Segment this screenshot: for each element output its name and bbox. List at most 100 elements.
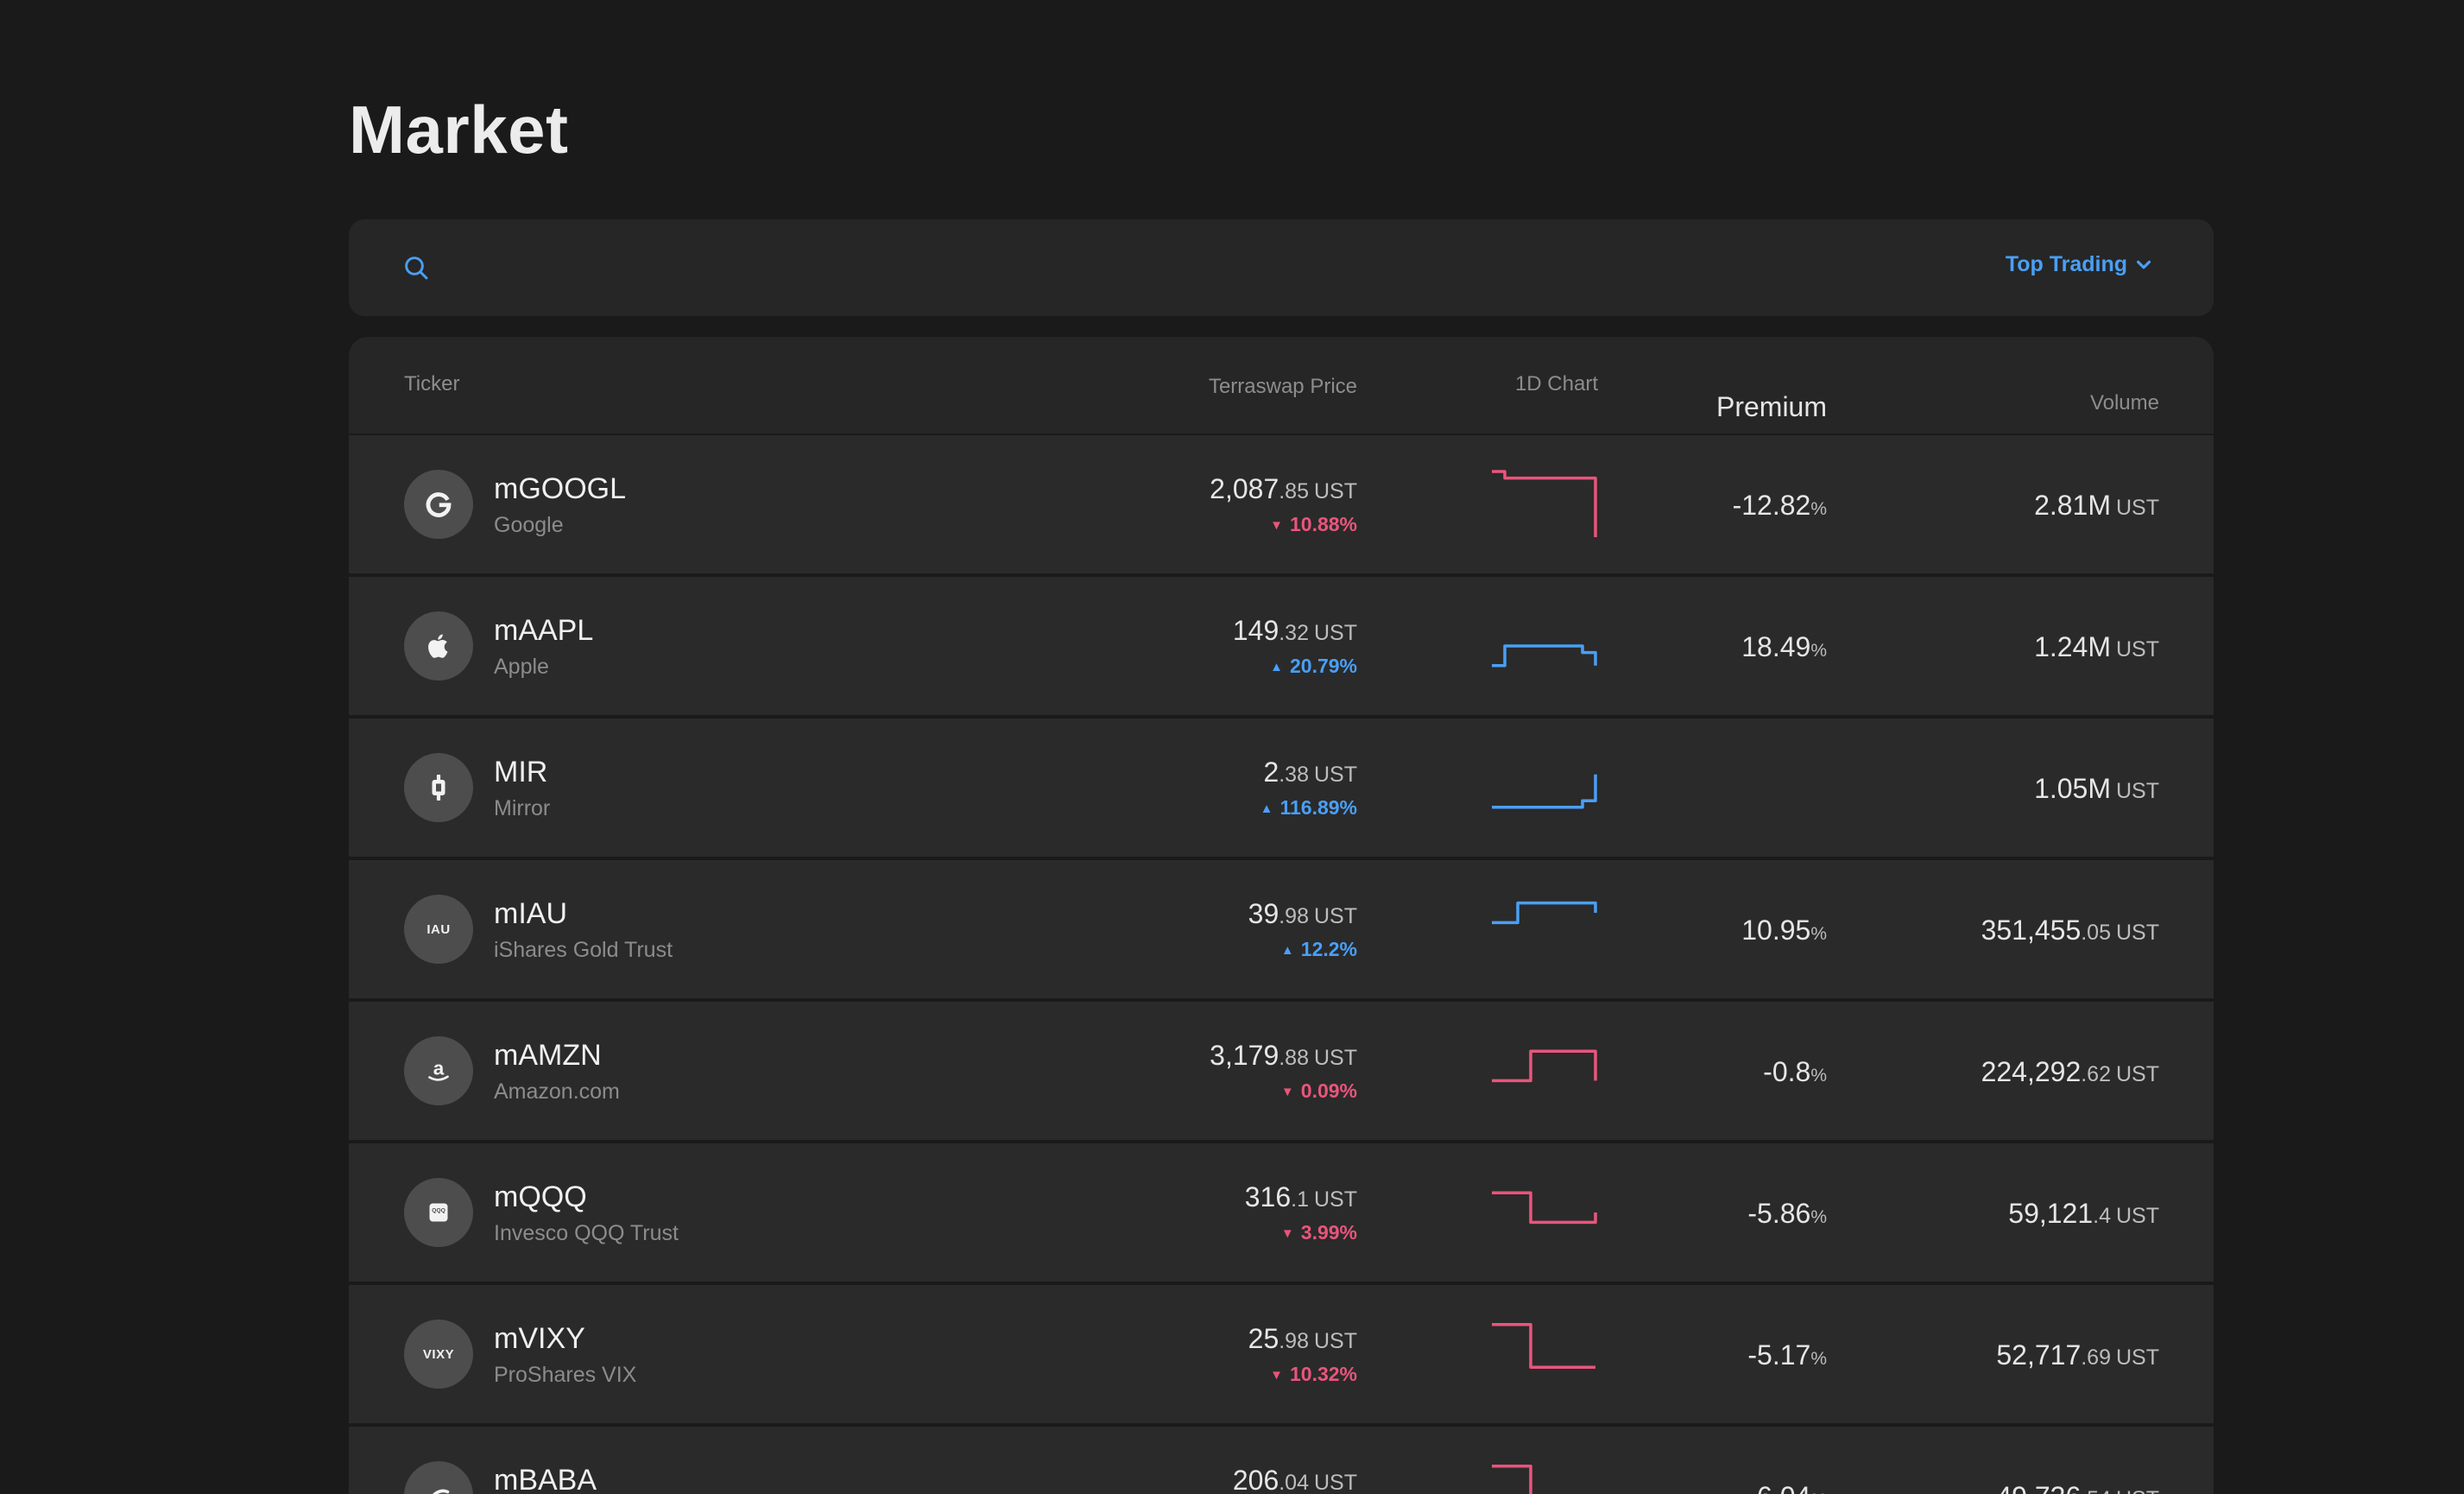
- triangle-up-icon: ▲: [1260, 801, 1273, 816]
- ticker-symbol: mIAU: [494, 897, 567, 930]
- price-decimal: .1: [1291, 1187, 1309, 1212]
- price: 3,179.88 UST: [1210, 1040, 1357, 1072]
- table-row[interactable]: MIR Mirror 2.38 UST ▲ 116.89% 1.05M UST: [349, 719, 2214, 857]
- volume-unit: UST: [2116, 921, 2159, 945]
- sparkline-path: [1492, 1323, 1595, 1369]
- ticker-symbol: mGOOGL: [494, 472, 627, 505]
- premium: -0.8%: [1763, 1056, 1827, 1088]
- market-table: Ticker Terraswap Price 1D Chart Premium …: [349, 337, 2214, 1494]
- premium-value: -0.8: [1763, 1056, 1811, 1087]
- price-change: ▼ 10.88%: [1270, 513, 1357, 536]
- ticker-symbol: mAAPL: [494, 614, 594, 647]
- price-integer: 2: [1263, 756, 1279, 788]
- price-change: ▼ 3.99%: [1281, 1221, 1357, 1244]
- company-name: Google: [494, 513, 564, 537]
- table-row[interactable]: QQQ mQQQ Invesco QQQ Trust 316.1 UST ▼ 3.99% -5…: [349, 1143, 2214, 1282]
- sparkline-path: [1492, 1191, 1597, 1225]
- premium-value: -5.17: [1747, 1339, 1811, 1371]
- ticker-symbol: MIR: [494, 756, 548, 788]
- premium-unit: %: [1810, 499, 1827, 519]
- price: 2.38 UST: [1263, 756, 1357, 788]
- search-input[interactable]: [451, 245, 1835, 292]
- sparkline-path: [1492, 644, 1597, 668]
- price-integer: 39: [1248, 898, 1279, 929]
- company-name: Apple: [494, 655, 549, 679]
- volume-decimal: .4: [2093, 1204, 2111, 1228]
- volume-unit: UST: [2116, 1204, 2159, 1228]
- volume: 1.24M UST: [2034, 631, 2159, 663]
- premium-unit: %: [1810, 1066, 1827, 1086]
- amazon-icon: a: [404, 1036, 473, 1105]
- sparkline-path: [1492, 901, 1597, 925]
- premium-value: -12.82: [1732, 490, 1811, 521]
- premium-value: 18.49: [1741, 631, 1811, 662]
- price-change: ▲ 116.89%: [1260, 796, 1357, 820]
- price-change: ▲ 20.79%: [1270, 655, 1357, 678]
- table-header: Ticker Terraswap Price 1D Chart Premium …: [349, 337, 2214, 434]
- page-title: Market: [349, 92, 569, 168]
- company-name: Invesco QQQ Trust: [494, 1221, 679, 1245]
- column-header-chart: 1D Chart: [1514, 372, 1598, 396]
- company-name: iShares Gold Trust: [494, 938, 673, 962]
- volume: 52,717.69 UST: [1996, 1339, 2159, 1371]
- sort-dropdown-label: Top Trading: [2005, 252, 2127, 276]
- sparkline-chart: [1492, 470, 1597, 537]
- volume: 1.05M UST: [2034, 773, 2159, 805]
- table-row[interactable]: IAU mIAU iShares Gold Trust 39.98 UST ▲ 12.2% 1…: [349, 860, 2214, 998]
- volume-integer: 1.05M: [2034, 773, 2111, 804]
- volume-unit: UST: [2116, 637, 2159, 662]
- google-icon: [404, 470, 473, 539]
- price-integer: 149: [1232, 615, 1279, 646]
- premium-unit: %: [1810, 1491, 1827, 1494]
- price-integer: 2,087: [1210, 473, 1279, 504]
- volume: 224,292.62 UST: [1981, 1056, 2159, 1088]
- price-decimal: .32: [1279, 621, 1309, 645]
- price-change-value: 116.89%: [1279, 796, 1357, 819]
- volume: 49,736.54 UST: [1996, 1481, 2159, 1494]
- volume-decimal: .62: [2081, 1062, 2111, 1086]
- ticker-symbol: mBABA: [494, 1464, 597, 1494]
- premium: -5.17%: [1747, 1339, 1827, 1371]
- sparkline-chart: [1492, 1323, 1595, 1369]
- price-change: ▲ 12.2%: [1281, 938, 1357, 961]
- price: 316.1 UST: [1245, 1181, 1357, 1213]
- premium-unit: %: [1810, 1207, 1827, 1227]
- volume-unit: UST: [2116, 1345, 2159, 1370]
- volume-decimal: .05: [2081, 921, 2111, 945]
- price-decimal: .88: [1279, 1046, 1309, 1070]
- table-row[interactable]: mGOOGL Google 2,087.85 UST ▼ 10.88% -12.82% 2.8…: [349, 435, 2214, 573]
- chevron-down-icon: [2136, 260, 2151, 269]
- volume-decimal: .54: [2081, 1487, 2111, 1494]
- search-icon[interactable]: [402, 254, 430, 282]
- price-unit: UST: [1314, 763, 1357, 787]
- premium: -5.86%: [1747, 1198, 1827, 1230]
- premium: -12.82%: [1733, 490, 1827, 522]
- ticker-symbol: mAMZN: [494, 1039, 602, 1072]
- table-row[interactable]: mAAPL Apple 149.32 UST ▲ 20.79% 18.49% 1.24M UST: [349, 577, 2214, 715]
- premium: 18.49%: [1741, 631, 1827, 663]
- price-change-value: 10.88%: [1289, 513, 1357, 535]
- price: 206.04 UST: [1233, 1465, 1357, 1494]
- sort-dropdown[interactable]: Top Trading: [2006, 252, 2153, 277]
- price-unit: UST: [1314, 904, 1357, 928]
- table-row[interactable]: a mAMZN Amazon.com 3,179.88 UST ▼ 0.09% -0.8% 22…: [349, 1002, 2214, 1140]
- price: 25.98 UST: [1248, 1323, 1357, 1355]
- price: 2,087.85 UST: [1210, 473, 1357, 505]
- vixy-icon: VIXY: [404, 1320, 473, 1389]
- volume-integer: 59,121: [2008, 1198, 2094, 1229]
- iau-icon: IAU: [404, 895, 473, 964]
- volume-unit: UST: [2116, 779, 2159, 803]
- volume-unit: UST: [2116, 1062, 2159, 1086]
- price-decimal: .85: [1279, 479, 1309, 503]
- triangle-down-icon: ▼: [1270, 1368, 1283, 1383]
- volume-integer: 52,717: [1996, 1339, 2082, 1371]
- column-header-price: Terraswap Price: [1208, 375, 1357, 398]
- sparkline-chart: [1492, 774, 1597, 809]
- premium-value: -5.86: [1747, 1198, 1811, 1229]
- company-name: Amazon.com: [494, 1079, 620, 1104]
- price-decimal: .98: [1279, 1329, 1309, 1353]
- premium-unit: %: [1810, 924, 1827, 944]
- premium-value: -6.04: [1747, 1481, 1810, 1494]
- table-row[interactable]: VIXY mVIXY ProShares VIX 25.98 UST ▼ 10.32% -5.…: [349, 1285, 2214, 1423]
